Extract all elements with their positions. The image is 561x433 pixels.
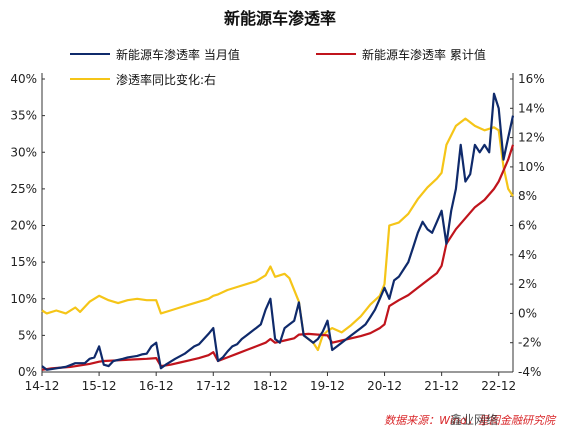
y-right-tick-label: 16% bbox=[518, 72, 545, 86]
y-right-tick-label: 2% bbox=[518, 277, 537, 291]
series-line-monthly bbox=[41, 92, 515, 371]
y-left-tick-label: 15% bbox=[10, 255, 37, 269]
axes bbox=[41, 73, 514, 376]
y-left-tick-label: 40% bbox=[10, 72, 37, 86]
x-tick-label: 22-12 bbox=[481, 379, 516, 393]
x-tick-label: 17-12 bbox=[196, 379, 231, 393]
x-tick-label: 15-12 bbox=[82, 379, 117, 393]
y-right-tick-label: 6% bbox=[518, 219, 537, 233]
y-right-tick-label: 0% bbox=[518, 306, 537, 320]
y-left-tick-label: 10% bbox=[10, 292, 37, 306]
y-left-tick-label: 20% bbox=[10, 219, 37, 233]
x-tick-label: 16-12 bbox=[139, 379, 174, 393]
y-left-tick-label: 30% bbox=[10, 145, 37, 159]
x-tick-label: 18-12 bbox=[253, 379, 288, 393]
y-right-tick-label: 10% bbox=[518, 160, 545, 174]
y-right-tick-label: 4% bbox=[518, 248, 537, 262]
series-lines bbox=[41, 92, 515, 371]
y-right-tick-label: 12% bbox=[518, 131, 545, 145]
y-right-tick-label: -4% bbox=[518, 365, 541, 379]
x-tick-label: 20-12 bbox=[367, 379, 402, 393]
y-left-tick-label: 5% bbox=[18, 328, 37, 342]
y-right-tick-label: 14% bbox=[518, 101, 545, 115]
watermark: 鑫业网络 bbox=[450, 412, 498, 427]
legend-label-cumulative: 新能源车渗透率 累计值 bbox=[362, 47, 486, 62]
tick-labels: 0% 5% 10% 15% 20% 25% 30% 35% 40% -4% -2% 0% 2% 4% 6% 8… bbox=[10, 72, 544, 393]
y-left-tick-label: 25% bbox=[10, 182, 37, 196]
legend-label-yoy: 渗透率同比变化:右 bbox=[116, 72, 216, 87]
legend-label-monthly: 新能源车渗透率 当月值 bbox=[116, 47, 240, 62]
source-note: 数据来源：Wind，星图金融研究院 bbox=[384, 414, 557, 427]
y-left-tick-label: 35% bbox=[10, 109, 37, 123]
y-right-tick-label: -2% bbox=[518, 336, 541, 350]
chart-title: 新能源车渗透率 bbox=[224, 9, 336, 28]
x-tick-label: 19-12 bbox=[310, 379, 345, 393]
x-tick-label: 21-12 bbox=[424, 379, 459, 393]
series-line-cumulative bbox=[41, 144, 515, 371]
series-line-yoy bbox=[41, 117, 514, 352]
y-right-tick-label: 8% bbox=[518, 189, 537, 203]
y-left-tick-label: 0% bbox=[18, 365, 37, 379]
legend: 新能源车渗透率 当月值 新能源车渗透率 累计值 渗透率同比变化:右 bbox=[70, 47, 486, 87]
x-tick-label: 14-12 bbox=[25, 379, 60, 393]
